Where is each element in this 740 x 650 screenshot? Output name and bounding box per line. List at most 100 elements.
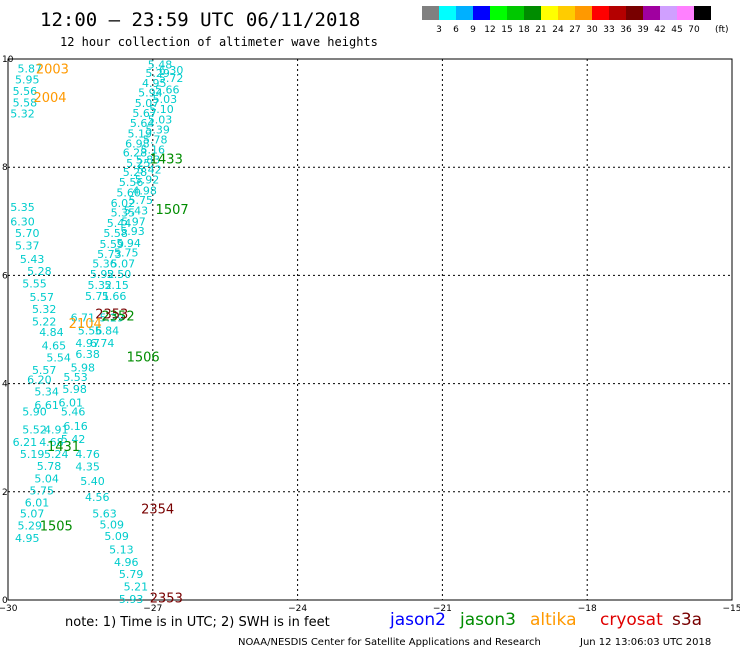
swh-point: 5.57 <box>32 364 57 377</box>
swh-point: 4.35 <box>75 460 100 473</box>
swh-point: 5.32 <box>10 108 35 121</box>
color-legend: 3 6 9 12 15 18 21 24 27 30 33 36 39 42 45 70 <box>422 6 711 35</box>
swh-point: 5.95 <box>15 74 40 87</box>
swh-point: 5.09 <box>104 530 129 543</box>
swh-point: 5.67 <box>132 107 157 120</box>
swh-point: 5.28 <box>123 166 148 179</box>
swh-point: 5.66 <box>155 83 180 96</box>
legend-tick-label: 70 <box>688 25 700 35</box>
legend-swatch <box>541 6 558 20</box>
satellite-label: altika <box>530 610 577 630</box>
swh-point: 5.90 <box>22 406 47 419</box>
swh-point: 6.01 <box>58 397 83 410</box>
swh-point: 5.56 <box>78 325 103 338</box>
pass-time: 1433 <box>150 153 183 168</box>
swh-point: 5.42 <box>137 163 162 176</box>
swh-point: 5.35 <box>111 207 136 220</box>
swh-point: 5.50 <box>107 268 132 281</box>
legend-tick-label: 27 <box>569 25 580 35</box>
pass-time: 1507 <box>156 203 189 218</box>
swh-point: 5.36 <box>92 257 117 270</box>
swh-point: 5.56 <box>119 176 144 189</box>
swh-point: 5.73 <box>97 248 122 261</box>
swh-point: 6.01 <box>25 497 50 510</box>
satellite-label: jason2 <box>389 610 446 630</box>
swh-point: 5.58 <box>103 227 128 240</box>
swh-point: 5.34 <box>34 386 59 399</box>
swh-point: 5.03 <box>148 114 173 127</box>
swh-point: 4.91 <box>44 424 69 437</box>
swh-point: 4.68 <box>39 436 64 449</box>
swh-point: 4.95 <box>15 532 40 545</box>
pass-time: 2004 <box>33 91 66 106</box>
swh-point: 5.16 <box>141 143 166 156</box>
footer-note: note: 1) Time is in UTC; 2) SWH is in fe… <box>65 615 330 630</box>
swh-point: 5.15 <box>104 279 129 292</box>
swh-point: 5.07 <box>135 97 160 110</box>
pass-time: 1506 <box>127 351 160 366</box>
legend-tick-label: 9 <box>470 25 476 35</box>
swh-point: 5.75 <box>30 485 55 498</box>
x-tick-label: −27 <box>143 604 162 614</box>
footer-timestamp: Jun 12 13:06:03 UTC 2018 <box>579 637 711 648</box>
legend-tick-label: 39 <box>637 25 649 35</box>
swh-point: 6.61 <box>34 399 59 412</box>
swh-point: 5.59 <box>100 238 125 251</box>
swh-point: 5.70 <box>15 227 40 240</box>
legend-tick-label: 15 <box>501 25 512 35</box>
y-tick-label: 2 <box>2 488 8 498</box>
swh-point: 4.97 <box>75 337 100 350</box>
swh-point: 5.39 <box>145 123 170 136</box>
legend-swatch <box>473 6 490 20</box>
satellite-legend: jason2 jason3 altika cryosat s3a <box>389 610 702 630</box>
swh-point: 5.21 <box>124 580 149 593</box>
swh-point: 5.52 <box>22 424 47 437</box>
swh-point: 4.96 <box>114 556 139 569</box>
swh-point: 5.37 <box>15 240 40 253</box>
swh-point: 6.98 <box>125 137 150 150</box>
legend-tick-label: 6 <box>453 25 459 35</box>
legend-swatch <box>694 6 711 20</box>
swh-point: 5.75 <box>128 194 153 207</box>
y-tick-label: 10 <box>2 55 14 65</box>
pass-time: 2353 <box>150 591 183 606</box>
swh-point: 5.40 <box>80 475 105 488</box>
swh-point: 5.63 <box>92 507 117 520</box>
pass-time: 2104 <box>69 317 102 332</box>
swh-point: 5.78 <box>143 134 168 147</box>
swh-point: 5.72 <box>159 72 184 85</box>
swh-point: 5.97 <box>121 215 146 228</box>
legend-swatch <box>609 6 626 20</box>
swh-point: 5.57 <box>30 291 55 304</box>
swh-point: 5.22 <box>32 315 57 328</box>
swh-point: 5.25 <box>126 157 151 170</box>
plot-border <box>7 58 733 601</box>
swh-point: 5.56 <box>13 85 38 98</box>
chart-title: 12:00 – 23:59 UTC 06/11/2018 <box>40 9 360 31</box>
swh-point: 6.71 <box>71 312 96 325</box>
swh-point: 5.24 <box>44 448 69 461</box>
swh-point: 5.29 <box>17 519 42 532</box>
y-tick-label: 4 <box>2 380 8 390</box>
chart-subtitle: 12 hour collection of altimeter wave hei… <box>60 35 378 49</box>
swh-point: 5.84 <box>95 325 120 338</box>
swh-point: 5.07 <box>20 507 45 520</box>
swh-point: 5.98 <box>71 361 96 374</box>
swh-point: 5.66 <box>102 290 127 303</box>
legend-tick-label: 18 <box>518 25 530 35</box>
legend-unit: (ft) <box>715 25 729 35</box>
pass-time: 2353 <box>95 307 128 322</box>
swh-point: 5.93 <box>119 593 144 606</box>
legend-tick-label: 42 <box>654 25 665 35</box>
legend-swatch <box>490 6 507 20</box>
swh-point: 5.53 <box>63 371 88 384</box>
pass-time: 1431 <box>47 440 80 455</box>
swh-point: 5.55 <box>22 278 47 291</box>
swh-point: 6.30 <box>10 215 35 228</box>
legend-swatch <box>575 6 592 20</box>
swh-point: 5.83 <box>136 154 161 167</box>
legend-tick-label: 21 <box>535 25 546 35</box>
swh-point: 6.21 <box>13 436 38 449</box>
legend-swatch <box>524 6 541 20</box>
